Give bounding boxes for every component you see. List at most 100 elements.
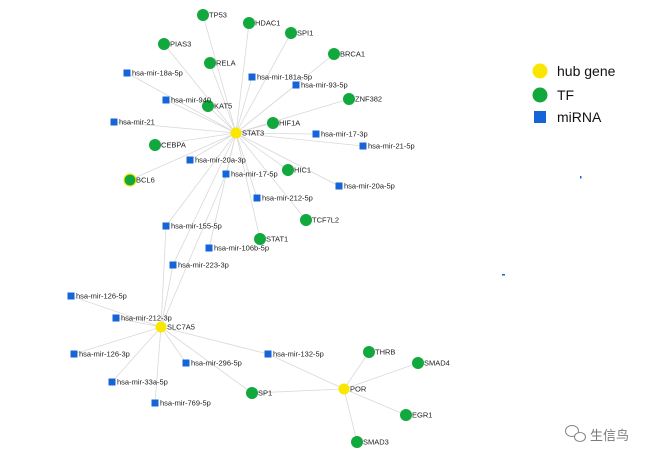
tf-node-marker [363, 346, 375, 358]
edge-POR-SMAD3 [343, 388, 358, 443]
edge-POR-SP1 [251, 388, 345, 394]
edge-STAT3-mir935p [235, 84, 297, 134]
edge-SLC7A5-mir1325p [160, 326, 269, 355]
edge-STAT3-RELA [209, 62, 237, 134]
node-label: HIF1A [279, 119, 300, 128]
tf-node-marker [267, 117, 279, 129]
node-SPI1: SPI1 [285, 27, 313, 39]
node-label: hsa-mir-223-3p [178, 261, 229, 270]
mirna-node-marker [67, 292, 75, 300]
mirna-node-marker [335, 182, 343, 190]
node-mir181a5p: hsa-mir-181a-5p [248, 73, 312, 82]
mirna-node-marker [112, 314, 120, 322]
node-label: hsa-mir-17-5p [231, 170, 278, 179]
stray-mark-2 [502, 274, 505, 276]
node-label: EGR1 [412, 411, 432, 420]
node-ZNF382: ZNF382 [343, 93, 382, 105]
node-mir935p: hsa-mir-93-5p [292, 81, 348, 90]
node-mir2123p: hsa-mir-212-3p [112, 314, 172, 323]
node-HDAC1: HDAC1 [243, 17, 280, 29]
tf-node-marker [243, 17, 255, 29]
node-mir940: hsa-mir-940 [162, 96, 211, 105]
edge-STAT3-mir2233p [172, 132, 237, 266]
edge-STAT3-KAT5 [207, 105, 237, 134]
node-mir1265p: hsa-mir-126-5p [67, 292, 127, 301]
node-STAT1: STAT1 [254, 233, 288, 245]
edge-STAT3-CEBPA [154, 132, 237, 146]
mirna-node-marker [169, 261, 177, 269]
mirna-node-marker [182, 359, 190, 367]
edge-SLC7A5-mir1263p [73, 326, 162, 355]
tf-node-marker [197, 9, 209, 21]
node-mir1325p: hsa-mir-132-5p [264, 350, 324, 359]
edge-STAT3-HIC1 [235, 132, 289, 171]
node-label: hsa-mir-106b-5p [214, 244, 269, 253]
edge-STAT3-mir2125p [235, 132, 258, 199]
nodes-layer: STAT3 SLC7A5 POR TP53 HDAC1 SPI1 PIAS3 BRCA1 REL… [67, 9, 450, 448]
node-mir1263p: hsa-mir-126-3p [70, 350, 130, 359]
node-label: hsa-mir-212-3p [121, 314, 172, 323]
edges-layer [70, 14, 419, 443]
edge-STAT3-STAT1 [235, 132, 261, 240]
mirna-node-marker [108, 378, 116, 386]
tf-node-marker [282, 164, 294, 176]
edge-STAT3-SPI1 [235, 32, 292, 134]
tf-node-marker [202, 100, 214, 112]
wechat-icon [564, 424, 587, 443]
node-PIAS3: PIAS3 [158, 38, 191, 50]
tf-node-marker [158, 38, 170, 50]
edge-STAT3-mir106b5p [208, 132, 237, 249]
mirna-node-marker [162, 96, 170, 104]
node-label: SLC7A5 [167, 323, 195, 332]
node-mir20a3p: hsa-mir-20a-3p [186, 156, 246, 165]
edge-STAT3-TCF7L2 [235, 132, 307, 221]
edge-STAT3-mir21 [113, 121, 237, 134]
legend-mirna-label: miRNA [557, 109, 602, 125]
mirna-node-marker [248, 73, 256, 81]
node-POR: POR [338, 383, 367, 395]
node-label: hsa-mir-17-3p [321, 130, 368, 139]
tf-node-marker [246, 387, 258, 399]
edge-STAT3-mir18a5p [126, 72, 237, 134]
mirna-node-marker [312, 130, 320, 138]
tf-node-marker [328, 48, 340, 60]
node-label: CEBPA [161, 141, 186, 150]
mirna-node-marker [222, 170, 230, 178]
node-TP53: TP53 [197, 9, 227, 21]
edge-STAT3-ZNF382 [235, 98, 350, 134]
edge-SLC7A5-SP1 [160, 326, 253, 394]
node-SMAD3: SMAD3 [351, 436, 389, 448]
edge-STAT3-BCL6 [129, 132, 237, 181]
node-label: POR [350, 385, 367, 394]
hub-node-marker [338, 383, 350, 395]
node-label: hsa-mir-181a-5p [257, 73, 312, 82]
tf-node-marker [351, 436, 363, 448]
node-mir33a5p: hsa-mir-33a-5p [108, 378, 168, 387]
tf-node-marker [285, 27, 297, 39]
node-mir173p: hsa-mir-17-3p [312, 130, 368, 139]
edge-POR-EGR1 [343, 388, 407, 416]
mirna-node-marker [151, 399, 159, 407]
mirna-node-marker [110, 118, 118, 126]
edge-POR-THRB [343, 351, 370, 390]
node-mir2125p: hsa-mir-212-5p [253, 194, 313, 203]
mirna-node-marker [205, 244, 213, 252]
edge-STAT3-mir173p [235, 132, 317, 135]
legend-tf-swatch [532, 87, 548, 103]
node-label: RELA [216, 59, 236, 68]
node-label: STAT1 [266, 235, 288, 244]
node-label: SP1 [258, 389, 272, 398]
edge-STAT3-HIF1A [235, 122, 274, 134]
node-SMAD4: SMAD4 [412, 357, 450, 369]
node-label: TP53 [209, 11, 227, 20]
node-mir7695p: hsa-mir-769-5p [151, 399, 211, 408]
hub-node-marker [230, 127, 242, 139]
node-SLC7A5: SLC7A5 [155, 321, 195, 333]
node-label: hsa-mir-20a-5p [344, 182, 395, 191]
node-HIC1: HIC1 [282, 164, 311, 176]
edge-STAT3-HDAC1 [235, 22, 250, 134]
node-label: STAT3 [242, 129, 264, 138]
node-label: hsa-mir-296-5p [191, 359, 242, 368]
stray-mark-1 [580, 176, 582, 179]
